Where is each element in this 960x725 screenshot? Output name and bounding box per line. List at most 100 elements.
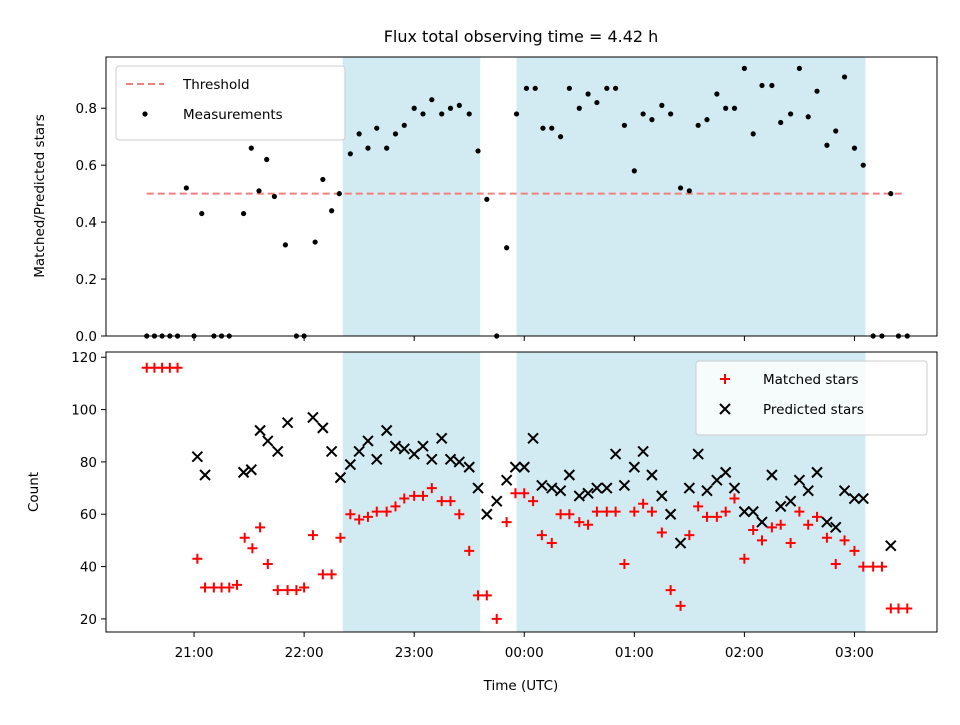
legend-label: Threshold (182, 77, 250, 93)
matched-stars-point (239, 532, 250, 543)
measurements-point (320, 176, 326, 183)
measurements-point (704, 117, 710, 123)
predicted-stars-point (674, 537, 687, 549)
predicted-stars-point (774, 500, 787, 513)
matched-stars-point (473, 590, 484, 601)
measurements-point (741, 65, 747, 71)
predicted-stars-point (191, 450, 204, 463)
matched-stars-point (555, 509, 566, 520)
measurements-point (384, 145, 390, 151)
predicted-stars-point (472, 482, 484, 494)
measurements-point (439, 111, 445, 117)
predicted-stars-point (281, 416, 294, 429)
measurements-point (677, 185, 684, 191)
matched-stars-point (546, 538, 557, 549)
predicted-stars-point (481, 508, 493, 520)
predicted-stars-point (453, 456, 466, 468)
predicted-stars-point (821, 516, 833, 528)
measurements-point (851, 145, 858, 151)
measurements-point (805, 114, 811, 120)
ratio-panel-y-tick-label: 0.0 (76, 329, 97, 345)
count-panel-y-tick-label: 60 (80, 507, 97, 523)
predicted-stars-point (811, 466, 823, 479)
measurements-point (841, 74, 848, 80)
matched-stars-point (381, 506, 392, 517)
matched-stars-point (491, 613, 502, 624)
predicted-stars-point (389, 440, 402, 452)
predicted-stars-point (509, 461, 522, 473)
measurements-point (824, 142, 830, 148)
predicted-stars-point (527, 432, 539, 445)
measurements-point (523, 85, 530, 91)
count-panel-y-tick-label: 20 (80, 612, 97, 628)
matched-stars-point (224, 582, 235, 593)
predicted-stars-point (380, 424, 393, 437)
matched-stars-point (299, 582, 310, 593)
measurements-point (788, 111, 794, 117)
measurements-point (833, 128, 839, 134)
measurements-point (549, 125, 555, 131)
matched-stars-point (839, 535, 850, 546)
matched-stars-point (291, 585, 302, 596)
measurements-point (585, 91, 591, 97)
predicted-stars-point (573, 490, 585, 502)
matched-stars-point (849, 545, 860, 556)
matched-stars-point (454, 509, 465, 520)
matched-stars-point (528, 496, 539, 507)
matched-stars-point (619, 558, 630, 569)
measurements-point (604, 85, 610, 91)
matched-stars-point (610, 506, 621, 517)
measurements-point (411, 105, 417, 111)
predicted-stars-point (857, 492, 869, 505)
matched-stars-point (247, 543, 258, 554)
predicted-stars-point (719, 466, 732, 479)
matched-stars-point (192, 553, 203, 564)
x-tick-label: 03:00 (835, 645, 874, 661)
matched-stars-point (409, 490, 420, 501)
matched-stars-point (399, 493, 410, 504)
matched-stars-point (629, 506, 640, 517)
predicted-stars-point (417, 440, 429, 452)
measurements-point (557, 134, 564, 140)
matched-stars-point (858, 561, 869, 572)
predicted-stars-point (747, 505, 759, 518)
matched-stars-point (646, 506, 657, 517)
predicted-stars-point (435, 432, 448, 445)
count-panel-y-tick-label: 80 (80, 455, 97, 471)
matched-stars-point (345, 509, 356, 520)
matched-stars-point (436, 496, 447, 507)
predicted-stars-point (591, 482, 603, 494)
matched-stars-point (390, 501, 401, 512)
measurements-point (814, 88, 820, 94)
bottom-y-axis-label: Count (26, 472, 42, 512)
measurements-point (686, 188, 692, 194)
measurements-point (248, 145, 254, 151)
predicted-stars-point (692, 448, 704, 460)
matched-stars-point (272, 585, 283, 596)
x-axis-label: Time (UTC) (483, 678, 559, 694)
predicted-stars-point (664, 508, 677, 520)
matched-stars-point (464, 545, 475, 556)
ratio-panel-shaded-interval (516, 57, 866, 336)
predicted-stars-point (637, 445, 649, 458)
predicted-stars-point (262, 435, 274, 447)
matched-stars-point (574, 517, 585, 528)
ratio-panel-shaded-interval (342, 57, 481, 336)
measurements-point (860, 162, 866, 168)
measurements-point (456, 102, 462, 108)
predicted-stars-point (271, 445, 284, 458)
measurements-point (778, 119, 784, 126)
top-y-axis-label: Matched/Predicted stars (32, 114, 48, 277)
predicted-stars-point (802, 484, 814, 497)
measurements-point (183, 185, 189, 191)
measurements-point (759, 82, 765, 89)
matched-stars-point (501, 517, 512, 528)
measurements-point (796, 65, 803, 71)
x-tick-label: 01:00 (615, 645, 654, 661)
matched-stars-point (317, 569, 328, 580)
predicted-stars-point (646, 469, 658, 481)
predicted-stars-point (325, 445, 338, 458)
predicted-stars-point (683, 482, 696, 494)
legend-label: Matched stars (763, 372, 859, 388)
